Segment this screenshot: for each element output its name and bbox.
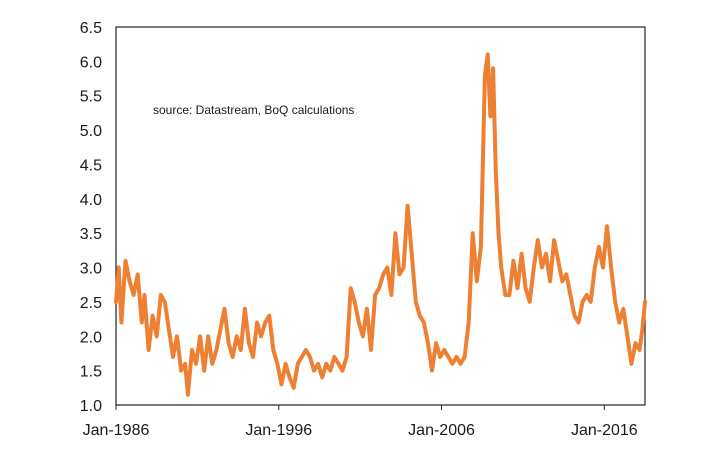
x-axis-tick-marks: [115, 405, 605, 410]
y-tick-label: 6.5: [80, 20, 102, 37]
x-axis-tick-labels: Jan-1986 Jan-1996 Jan-2006 Jan-2016: [83, 422, 638, 439]
plot-frame: [115, 26, 646, 406]
y-tick-label: 5.0: [80, 123, 102, 140]
y-tick-label: 6.0: [80, 54, 102, 71]
y-tick-label: 4.0: [80, 192, 102, 209]
y-tick-label: 3.5: [80, 226, 102, 243]
y-tick-label: 1.5: [80, 364, 102, 381]
y-tick-label: 5.5: [80, 89, 102, 106]
y-tick-label: 1.0: [80, 398, 102, 415]
y-tick-label: 2.5: [80, 295, 102, 312]
x-tick-label: Jan-2016: [571, 422, 638, 439]
y-axis-tick-labels: 1.0 1.5 2.0 2.5 3.0 3.5 4.0 4.5 5.0 5.5 6.0 6.5: [80, 20, 102, 415]
x-tick-label: Jan-1996: [245, 422, 312, 439]
y-tick-label: 3.0: [80, 261, 102, 278]
y-tick-label: 2.0: [80, 329, 102, 346]
y-tick-label: 4.5: [80, 157, 102, 174]
x-tick-label: Jan-1986: [83, 422, 150, 439]
x-tick-label: Jan-2006: [408, 422, 475, 439]
series-line: [114, 52, 647, 397]
source-note: source: Datastream, BoQ calculations: [153, 103, 354, 117]
